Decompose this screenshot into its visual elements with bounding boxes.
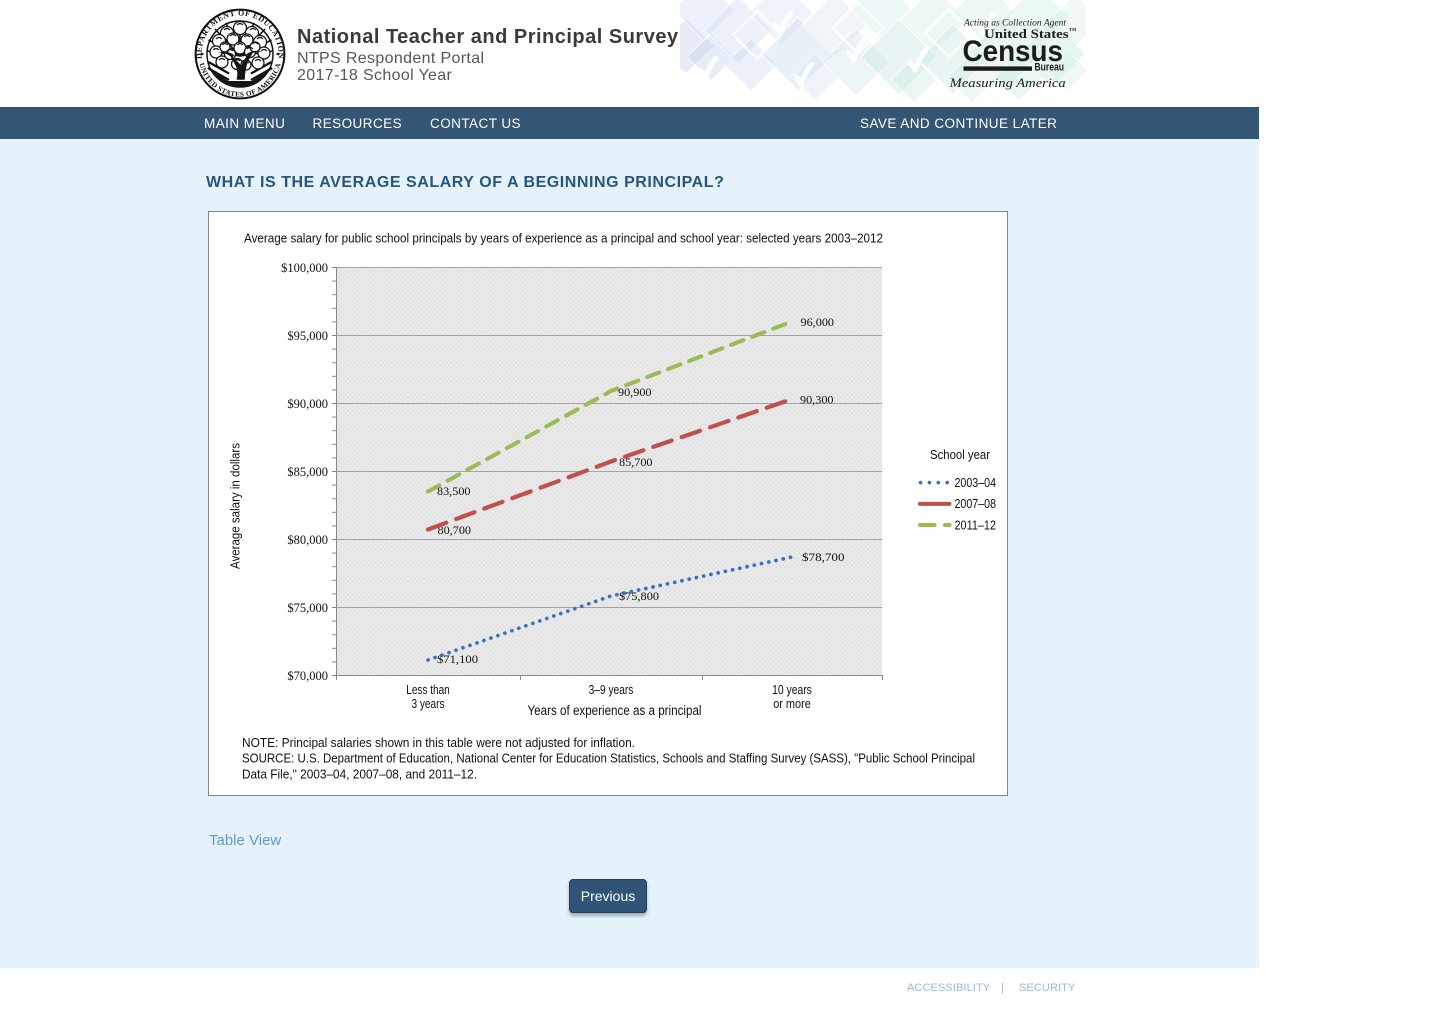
svg-text:$75,800: $75,800 (619, 589, 659, 603)
svg-text:Bureau: Bureau (1035, 62, 1065, 74)
svg-text:90,900: 90,900 (618, 385, 652, 399)
svg-text:School year: School year (930, 447, 991, 462)
svg-text:United States: United States (984, 26, 1069, 41)
svg-text:96,000: 96,000 (801, 315, 835, 329)
svg-text:Measuring America: Measuring America (949, 76, 1066, 90)
svg-text:$75,000: $75,000 (287, 601, 328, 615)
svg-text:2007–08: 2007–08 (955, 497, 997, 511)
svg-text:Census: Census (963, 35, 1064, 68)
svg-text:90,300: 90,300 (800, 392, 834, 406)
svg-text:$95,000: $95,000 (287, 329, 328, 343)
svg-text:$78,700: $78,700 (802, 550, 845, 564)
svg-text:$70,000: $70,000 (287, 669, 328, 683)
svg-text:$100,000: $100,000 (281, 261, 328, 275)
svg-text:Years of experience as a princ: Years of experience as a principal (528, 703, 702, 718)
svg-text:2003–04: 2003–04 (955, 476, 997, 490)
svg-text:10 years: 10 years (772, 683, 812, 697)
svg-text:Less than: Less than (406, 683, 450, 697)
svg-text:Average salary in dollars: Average salary in dollars (228, 443, 243, 569)
svg-text:$80,000: $80,000 (287, 533, 328, 547)
svg-text:$71,100: $71,100 (437, 652, 478, 666)
svg-text:TM: TM (1069, 27, 1077, 32)
svg-text:$90,000: $90,000 (287, 397, 328, 411)
svg-text:Acting as Collection Agent: Acting as Collection Agent (963, 19, 1066, 29)
svg-text:3 years: 3 years (412, 697, 445, 711)
svg-text:or more: or more (773, 697, 811, 711)
svg-text:83,500: 83,500 (437, 484, 471, 498)
svg-text:85,700: 85,700 (619, 455, 653, 469)
svg-text:SOURCE: U.S. Department of Edu: SOURCE: U.S. Department of Education, Na… (242, 751, 975, 766)
svg-text:2011–12: 2011–12 (955, 518, 997, 532)
svg-text:Data File," 2003–04, 2007–08,: Data File," 2003–04, 2007–08, and 2011–1… (242, 767, 477, 782)
svg-text:80,700: 80,700 (438, 523, 472, 537)
svg-text:NOTE: Principal salaries shown: NOTE: Principal salaries shown in this t… (242, 735, 635, 750)
svg-text:$85,000: $85,000 (287, 465, 328, 479)
svg-text:3–9 years: 3–9 years (589, 683, 634, 697)
svg-text:Average salary for public scho: Average salary for public school princip… (244, 231, 883, 246)
